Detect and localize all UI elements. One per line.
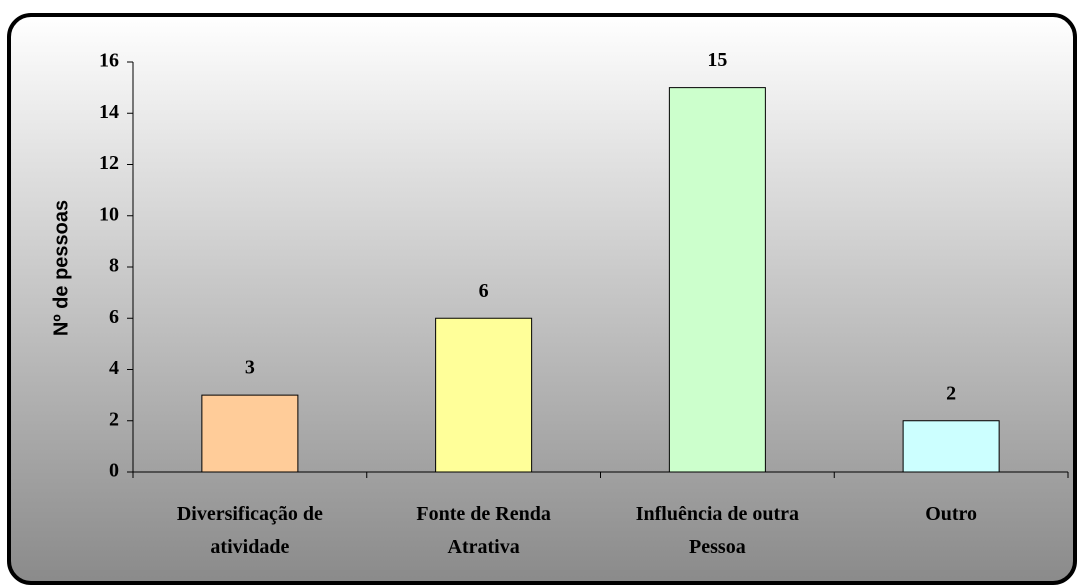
y-axis-label: Nº de pessoas [50, 200, 72, 336]
y-tick-label: 8 [109, 255, 119, 277]
data-label: 2 [946, 382, 956, 404]
x-tick-label: Fonte de Renda Atrativa [416, 503, 551, 558]
bar [668, 87, 766, 473]
bar [201, 394, 299, 473]
y-tick-label: 4 [109, 357, 119, 379]
x-tick-label: Influência de outra Pessoa [635, 503, 800, 558]
data-label: 3 [245, 357, 255, 379]
data-label: 15 [707, 49, 727, 71]
y-tick-label: 6 [109, 306, 119, 328]
bar [902, 420, 1000, 473]
bar [435, 317, 533, 473]
x-tick-label: Diversificação de atividade [176, 503, 323, 558]
data-label: 6 [479, 280, 489, 302]
y-tick-label: 14 [99, 101, 119, 123]
y-tick-label: 10 [99, 203, 119, 225]
y-tick-label: 12 [99, 152, 119, 174]
y-tick-label: 2 [109, 408, 119, 430]
x-tick-label: Outro [925, 503, 978, 525]
y-tick-label: 0 [109, 460, 119, 482]
y-tick-label: 16 [99, 50, 119, 72]
